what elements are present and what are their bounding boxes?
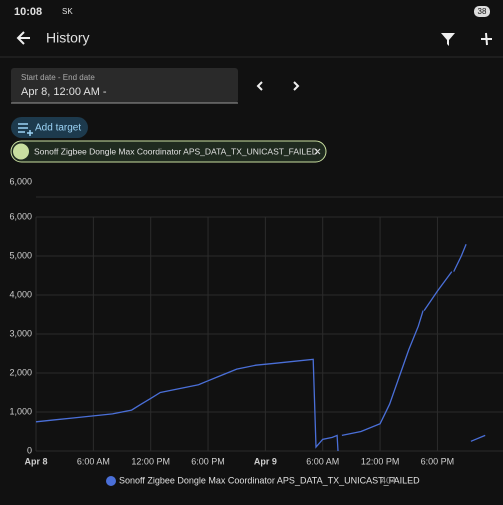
back-button[interactable] bbox=[16, 31, 30, 45]
y-tick-label: 1,000 bbox=[9, 406, 32, 416]
legend-label: Sonoff Zigbee Dongle Max Coordinator APS… bbox=[119, 475, 420, 485]
battery-level: 38 bbox=[478, 7, 487, 16]
header-title: History bbox=[46, 30, 90, 46]
date-value: Apr 8, 12:00 AM - bbox=[21, 86, 107, 98]
chip-icon bbox=[13, 143, 29, 160]
x-tick-label: Apr 8 bbox=[24, 456, 47, 466]
prev-button[interactable] bbox=[256, 81, 263, 91]
x-tick-label: 6:00 PM bbox=[191, 456, 225, 466]
legend-value: 404 bbox=[381, 475, 396, 485]
y-tick-label: 6,000 bbox=[9, 211, 32, 221]
clear-filter[interactable] bbox=[441, 33, 455, 46]
x-tick-label: 6:00 AM bbox=[77, 456, 110, 466]
x-tick-label: Apr 9 bbox=[254, 456, 277, 466]
legend-swatch bbox=[106, 476, 116, 486]
x-tick-label: 6:00 AM bbox=[306, 456, 339, 466]
chip-remove[interactable] bbox=[314, 148, 321, 155]
target-chip[interactable] bbox=[10, 140, 327, 163]
battery bbox=[474, 6, 490, 17]
add-target-text: Add target bbox=[35, 123, 81, 134]
y-tick-label: 0 bbox=[27, 445, 32, 455]
y-tick-label: 3,000 bbox=[9, 328, 32, 338]
date-label: Start date - End date bbox=[21, 73, 95, 82]
chip-text: Sonoff Zigbee Dongle Max Coordinator APS… bbox=[34, 146, 318, 156]
y-tick-label: 2,000 bbox=[9, 367, 32, 377]
x-tick-label: 6:00 PM bbox=[421, 456, 455, 466]
x-tick-label: 12:00 PM bbox=[361, 456, 400, 466]
upper-axis-label: 6,000 bbox=[9, 176, 32, 186]
status-time: 10:08 bbox=[14, 6, 42, 18]
date-picker[interactable] bbox=[11, 68, 238, 103]
y-tick-label: 4,000 bbox=[9, 289, 32, 299]
next-button[interactable] bbox=[293, 81, 300, 91]
data-line bbox=[35, 244, 486, 452]
status-carrier: SK bbox=[62, 7, 73, 16]
add-icon bbox=[18, 123, 33, 136]
y-tick-label: 5,000 bbox=[9, 250, 32, 260]
x-tick-label: 12:00 PM bbox=[131, 456, 170, 466]
more-menu[interactable] bbox=[481, 32, 492, 46]
